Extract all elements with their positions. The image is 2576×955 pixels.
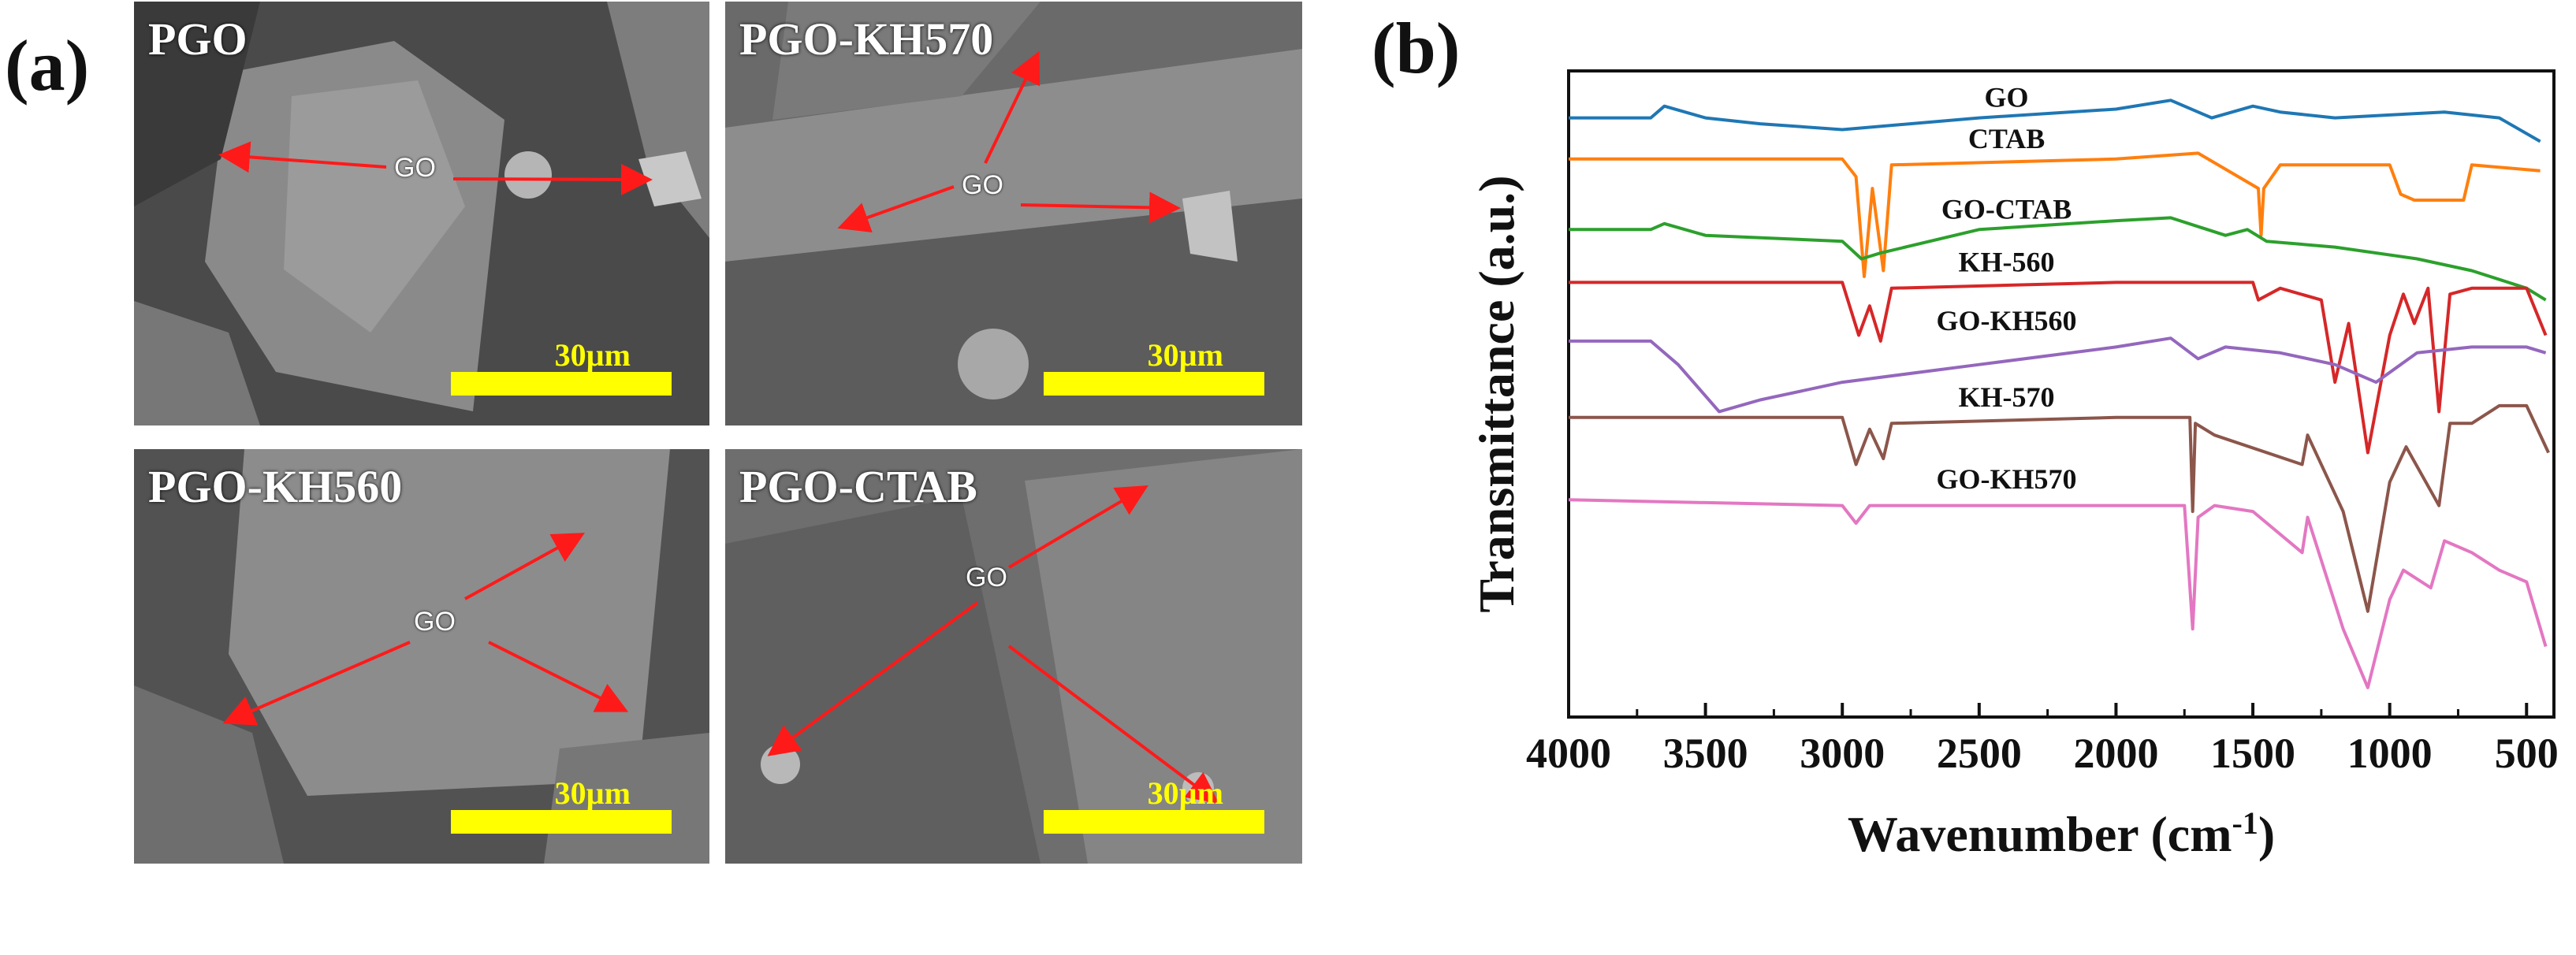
scale-text: 30µm (1147, 775, 1223, 811)
sem-image-pgo-kh570: PGO-KH570 GO 30µm (725, 2, 1302, 425)
scale-bar (451, 372, 672, 396)
x-tick-label: 2000 (2073, 730, 2158, 777)
y-axis-title: Transmittance (a.u.) (1469, 175, 1524, 612)
sem-label: PGO-KH560 (148, 461, 403, 512)
series-label-kh-570: KH-570 (1959, 381, 2055, 413)
series-line-go (1569, 98, 2541, 143)
sem-image-pgo-ctab: PGO-CTAB GO 30µm (725, 449, 1302, 864)
series-line-kh-570 (1569, 403, 2550, 613)
panel-a-letter: (a) (5, 25, 90, 106)
x-tick-label: 3000 (1800, 730, 1885, 777)
scale-bar (1044, 810, 1264, 834)
go-label: GO (394, 153, 436, 183)
series-line-go-ctab (1569, 216, 2547, 302)
series-label-go-kh560: GO-KH560 (1937, 305, 2077, 336)
scale-text: 30µm (554, 337, 631, 373)
sem-image-pgo: PGO GO 30µm (134, 2, 709, 425)
series-label-go-kh570: GO-KH570 (1937, 463, 2077, 495)
go-arrows (218, 141, 653, 195)
go-label: GO (414, 607, 456, 637)
ftir-chart: 4000 3500 3000 2500 2000 1500 1000 500 GO CTAB GO-… (1469, 69, 2559, 863)
series-line-go-kh570 (1568, 498, 2548, 689)
sem-label: PGO (148, 13, 248, 65)
sem-image-pgo-kh560: PGO-KH560 GO 30µm (134, 449, 709, 864)
sem-texture (134, 2, 709, 425)
series-line-go-kh560 (1569, 336, 2547, 414)
series-line-kh-560 (1569, 281, 2548, 455)
go-arrows (767, 485, 1219, 804)
x-tick-label: 1000 (2347, 730, 2433, 777)
sem-label: PGO-CTAB (739, 461, 977, 512)
scale-text: 30µm (1147, 337, 1223, 373)
scale-bar (1044, 372, 1264, 396)
series-line-ctab (1569, 151, 2541, 278)
x-tick-label: 2500 (1937, 730, 2022, 777)
x-tick-label: 500 (2495, 730, 2559, 777)
go-label: GO (962, 170, 1003, 200)
sem-label: PGO-KH570 (739, 13, 994, 65)
x-tick-label: 4000 (1526, 730, 1611, 777)
go-label: GO (966, 563, 1007, 593)
scale-bar (451, 810, 672, 834)
go-arrows (222, 533, 629, 726)
go-arrows (837, 50, 1181, 233)
series-label-go: GO (1985, 82, 2029, 113)
x-tick-label: 3500 (1663, 730, 1748, 777)
series-label-kh-560: KH-560 (1959, 246, 2055, 277)
sem-texture (725, 2, 1302, 425)
x-tick-label: 1500 (2210, 730, 2295, 777)
plot-frame (1567, 69, 2556, 719)
series-label-ctab: CTAB (1968, 123, 2045, 154)
x-axis-title: Wavenumber (cm-1) (1848, 805, 2275, 863)
plot-area: 4000 3500 3000 2500 2000 1500 1000 500 GO CTAB GO-… (1526, 69, 2559, 863)
panel-b-letter: (b) (1372, 8, 1461, 88)
scale-text: 30µm (554, 775, 631, 811)
series-label-go-ctab: GO-CTAB (1941, 193, 2072, 225)
